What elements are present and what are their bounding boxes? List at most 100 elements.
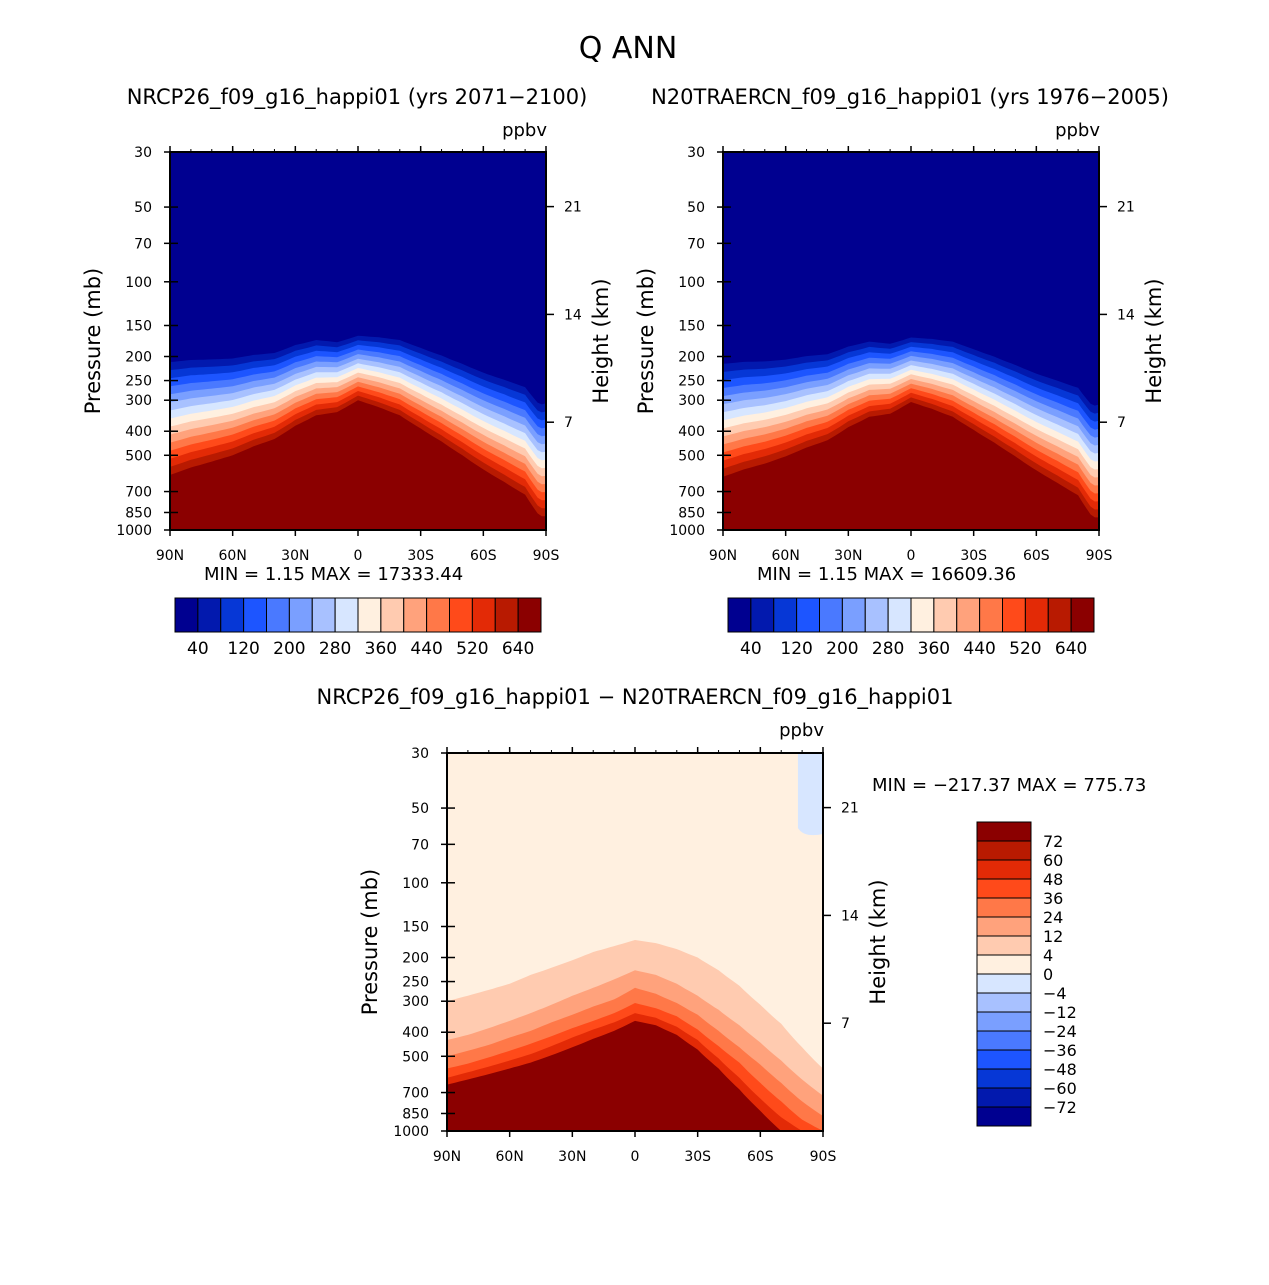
- colorbar-label: −12: [1043, 1003, 1077, 1022]
- y-tick-label: 400: [402, 1025, 429, 1041]
- y-tick-label: 500: [125, 448, 152, 464]
- y-right-tick-label: 21: [1117, 200, 1135, 216]
- y-tick-label: 1000: [393, 1124, 429, 1140]
- colorbar-box: [976, 973, 1032, 994]
- colorbar-box: [976, 1106, 1032, 1127]
- y-tick-label: 500: [402, 1049, 429, 1065]
- y-tick-label: 200: [678, 350, 705, 366]
- y-tick-label: 200: [125, 350, 152, 366]
- colorbar-box: [976, 1049, 1032, 1070]
- x-tick-label: 90S: [810, 1149, 837, 1165]
- colorbar-label: −36: [1043, 1041, 1077, 1060]
- colorbar-box: [750, 597, 775, 633]
- field-band: [447, 1020, 823, 1131]
- colorbar-box: [976, 935, 1032, 956]
- colorbar-box: [403, 597, 428, 633]
- colorbar-label: 72: [1043, 832, 1063, 851]
- y-tick-label: 250: [678, 374, 705, 390]
- colorbar-box: [773, 597, 798, 633]
- y-right-tick-label: 21: [564, 200, 582, 216]
- y-tick-label: 100: [125, 275, 152, 291]
- colorbar-label: 360: [365, 639, 397, 659]
- colorbar-box: [243, 597, 267, 633]
- x-tick-label: 60N: [219, 548, 247, 564]
- y-tick-label: 250: [125, 374, 152, 390]
- colorbar-box: [976, 1011, 1032, 1032]
- colorbar-box: [1070, 597, 1095, 633]
- y-right-tick-label: 14: [1117, 307, 1135, 323]
- colorbar-box: [1024, 597, 1049, 633]
- colorbar-box: [174, 597, 199, 633]
- colorbar-box: [979, 597, 1003, 633]
- colorbar-box: [311, 597, 336, 633]
- colorbar-box: [288, 597, 313, 633]
- y-tick-label: 50: [411, 801, 429, 817]
- colorbar-right: 40 120 200 280 360 440 520 640: [727, 597, 1095, 659]
- y-axis-label: Pressure (mb): [358, 869, 382, 1016]
- y-tick-label: 70: [134, 236, 152, 252]
- colorbar-box: [1047, 597, 1072, 633]
- colorbar-label: 520: [1009, 639, 1041, 659]
- y-tick-label: 700: [678, 485, 705, 501]
- plot-axes-left: 90N 60N 30N 0 30S 60S 90S 30 50 70 100 150 200 250 300…: [81, 120, 613, 585]
- x-tick-label: 0: [907, 548, 916, 564]
- units-label: ppbv: [1055, 120, 1100, 141]
- x-tick-label: 30S: [684, 1149, 711, 1165]
- colorbar-box: [976, 859, 1032, 880]
- y-axis-label: Pressure (mb): [634, 268, 658, 415]
- x-tick-label: 0: [354, 548, 363, 564]
- y-tick-label: 100: [402, 876, 429, 892]
- y-tick-label: 500: [678, 448, 705, 464]
- y-axis-label-right: Height (km): [1142, 278, 1166, 403]
- colorbar-label: 120: [780, 639, 812, 659]
- y-tick-label: 400: [678, 424, 705, 440]
- min-max-label: MIN = 1.15 MAX = 16609.36: [757, 564, 1016, 585]
- colorbar-label: −48: [1043, 1060, 1077, 1079]
- min-max-label: MIN = 1.15 MAX = 17333.44: [204, 564, 463, 585]
- colorbar-label: 280: [319, 639, 351, 659]
- colorbar-box: [471, 597, 496, 633]
- colorbar-label: 520: [456, 639, 488, 659]
- colorbar-label: −60: [1043, 1079, 1077, 1098]
- x-tick-label: 30S: [407, 548, 434, 564]
- colorbar-label: 12: [1043, 927, 1063, 946]
- colorbar-box: [796, 597, 820, 633]
- y-tick-label: 150: [402, 919, 429, 935]
- colorbar-label: 48: [1043, 870, 1063, 889]
- colorbar-box: [727, 597, 752, 633]
- colorbar-box: [910, 597, 935, 633]
- field-band: [723, 402, 1099, 530]
- colorbar-label: 200: [273, 639, 305, 659]
- y-tick-label: 200: [402, 951, 429, 967]
- diff-plot-title: NRCP26_f09_g16_happi01 − N20TRAERCN_f09_…: [317, 685, 954, 710]
- colorbar-box: [976, 1030, 1032, 1051]
- colorbar-box: [976, 1068, 1032, 1089]
- field-band-negative: [797, 753, 823, 836]
- y-tick-label: 100: [678, 275, 705, 291]
- x-tick-label: 90N: [433, 1149, 461, 1165]
- x-tick-label: 60S: [747, 1149, 774, 1165]
- colorbar-box: [426, 597, 450, 633]
- colorbar-box: [976, 992, 1032, 1013]
- y-right-tick-label: 14: [841, 908, 859, 924]
- x-tick-label: 0: [631, 1149, 640, 1165]
- colorbar-label: 200: [826, 639, 858, 659]
- colorbar-box: [887, 597, 912, 633]
- colorbar-box: [220, 597, 245, 633]
- y-tick-label: 300: [402, 994, 429, 1010]
- y-tick-label: 300: [678, 393, 705, 409]
- colorbar-box: [334, 597, 359, 633]
- x-tick-label: 90N: [156, 548, 184, 564]
- colorbar-box: [357, 597, 382, 633]
- colorbar-label: 40: [740, 639, 762, 659]
- min-max-label: MIN = −217.37 MAX = 775.73: [872, 775, 1146, 796]
- colorbar-box: [976, 878, 1032, 899]
- y-tick-label: 250: [402, 975, 429, 991]
- y-tick-label: 1000: [669, 523, 705, 539]
- field-left: [170, 152, 546, 530]
- y-right-tick-label: 14: [564, 307, 582, 323]
- units-label: ppbv: [502, 120, 547, 141]
- field-band: [170, 400, 546, 530]
